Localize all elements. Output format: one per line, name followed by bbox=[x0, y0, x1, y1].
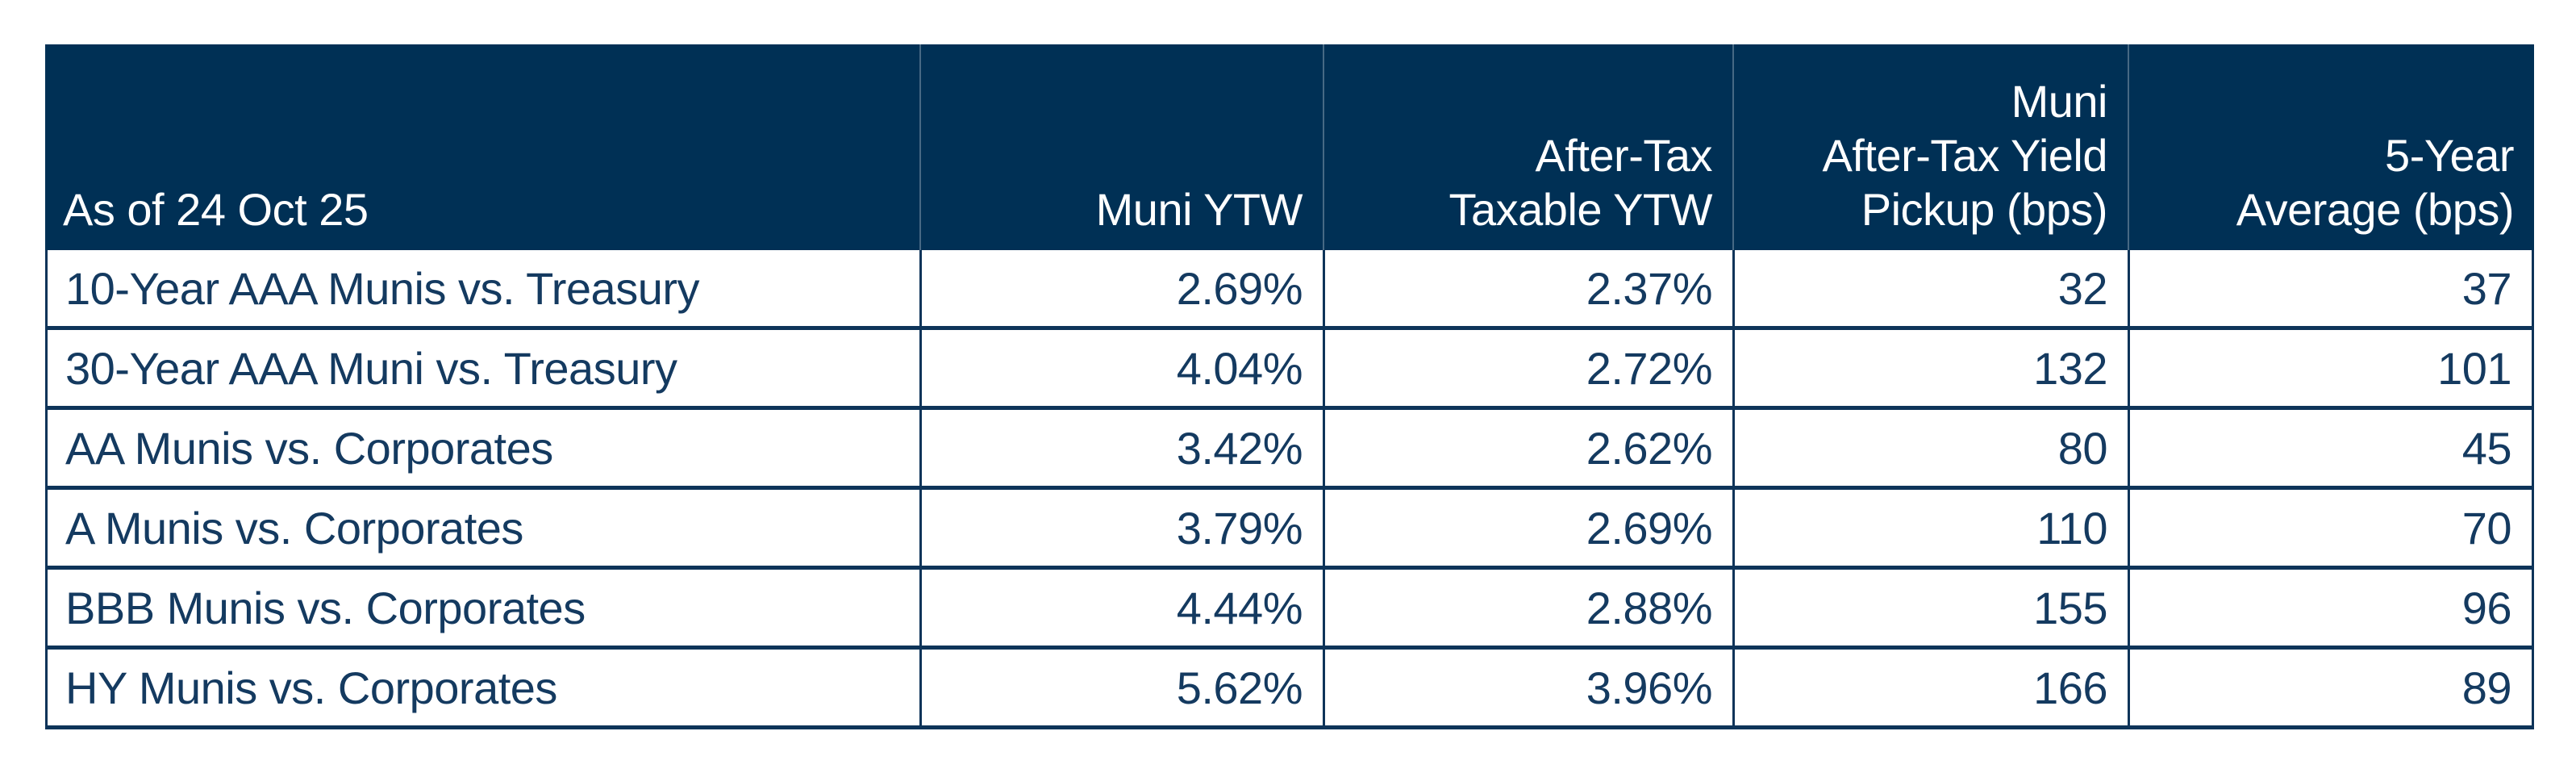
row-label: 10-Year AAA Munis vs. Treasury bbox=[65, 262, 699, 314]
row-label: 30-Year AAA Muni vs. Treasury bbox=[65, 342, 677, 394]
table-body: 10-Year AAA Munis vs. Treasury 2.69% 2.3… bbox=[45, 250, 2534, 729]
cell-5-year-average-bps: 101 bbox=[2128, 330, 2532, 406]
cell-yield-pickup-bps: 80 bbox=[1732, 410, 2128, 486]
row-label: BBB Munis vs. Corporates bbox=[65, 582, 586, 633]
table-row-30yr-aaa-muni-vs-treasury: 30-Year AAA Muni vs. Treasury 4.04% 2.72… bbox=[48, 330, 2532, 410]
cell-5-year-average-bps: 45 bbox=[2128, 410, 2532, 486]
header-cell-as-of-date: As of 24 Oct 25 bbox=[63, 184, 369, 235]
header-cell-5-year-average: 5-Year Average (bps) bbox=[2128, 44, 2534, 250]
cell-muni-ytw: 5.62% bbox=[919, 650, 1323, 725]
cell-after-tax-taxable-ytw: 2.62% bbox=[1323, 410, 1732, 486]
table-row-10yr-aaa-munis-vs-treasury: 10-Year AAA Munis vs. Treasury 2.69% 2.3… bbox=[48, 250, 2532, 330]
table-row-aa-munis-vs-corporates: AA Munis vs. Corporates 3.42% 2.62% 80 4… bbox=[48, 410, 2532, 490]
cell-yield-pickup-bps: 32 bbox=[1732, 250, 2128, 326]
cell-after-tax-taxable-ytw: 2.69% bbox=[1323, 490, 1732, 566]
cell-yield-pickup-bps: 132 bbox=[1732, 330, 2128, 406]
cell-yield-pickup-bps: 166 bbox=[1732, 650, 2128, 725]
cell-muni-ytw: 4.44% bbox=[919, 570, 1323, 646]
cell-5-year-average-bps: 89 bbox=[2128, 650, 2532, 725]
table-row-a-munis-vs-corporates: A Munis vs. Corporates 3.79% 2.69% 110 7… bbox=[48, 490, 2532, 570]
header-cell-muni-ytw: Muni YTW bbox=[919, 44, 1323, 250]
cell-5-year-average-bps: 70 bbox=[2128, 490, 2532, 566]
header-cell-muni-after-tax-yield-pickup: Muni After-Tax Yield Pickup (bps) bbox=[1732, 44, 2128, 250]
header-cell-after-tax-taxable-ytw: After-Tax Taxable YTW bbox=[1323, 44, 1732, 250]
cell-5-year-average-bps: 37 bbox=[2128, 250, 2532, 326]
row-label: AA Munis vs. Corporates bbox=[65, 422, 553, 474]
cell-yield-pickup-bps: 110 bbox=[1732, 490, 2128, 566]
row-label: HY Munis vs. Corporates bbox=[65, 662, 557, 713]
cell-muni-ytw: 3.42% bbox=[919, 410, 1323, 486]
cell-after-tax-taxable-ytw: 2.88% bbox=[1323, 570, 1732, 646]
cell-muni-ytw: 2.69% bbox=[919, 250, 1323, 326]
table-row-hy-munis-vs-corporates: HY Munis vs. Corporates 5.62% 3.96% 166 … bbox=[48, 650, 2532, 729]
muni-yield-comparison-table: As of 24 Oct 25 Muni YTW After-Tax Taxab… bbox=[45, 44, 2534, 729]
cell-muni-ytw: 3.79% bbox=[919, 490, 1323, 566]
row-label: A Munis vs. Corporates bbox=[65, 502, 523, 554]
table-header-row: As of 24 Oct 25 Muni YTW After-Tax Taxab… bbox=[45, 44, 2534, 250]
cell-after-tax-taxable-ytw: 3.96% bbox=[1323, 650, 1732, 725]
cell-muni-ytw: 4.04% bbox=[919, 330, 1323, 406]
cell-after-tax-taxable-ytw: 2.72% bbox=[1323, 330, 1732, 406]
cell-yield-pickup-bps: 155 bbox=[1732, 570, 2128, 646]
cell-5-year-average-bps: 96 bbox=[2128, 570, 2532, 646]
cell-after-tax-taxable-ytw: 2.37% bbox=[1323, 250, 1732, 326]
table-row-bbb-munis-vs-corporates: BBB Munis vs. Corporates 4.44% 2.88% 155… bbox=[48, 570, 2532, 650]
